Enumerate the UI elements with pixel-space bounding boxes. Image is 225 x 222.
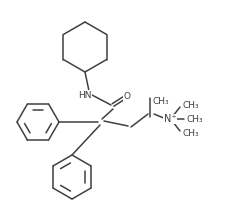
Text: CH₃: CH₃ [186,115,203,123]
Text: CH₃: CH₃ [182,129,199,137]
Text: CH₃: CH₃ [182,101,199,109]
Text: N⁺: N⁺ [163,114,176,124]
Text: HN: HN [78,91,91,99]
Text: O: O [123,91,130,101]
Text: CH₃: CH₃ [152,97,169,105]
